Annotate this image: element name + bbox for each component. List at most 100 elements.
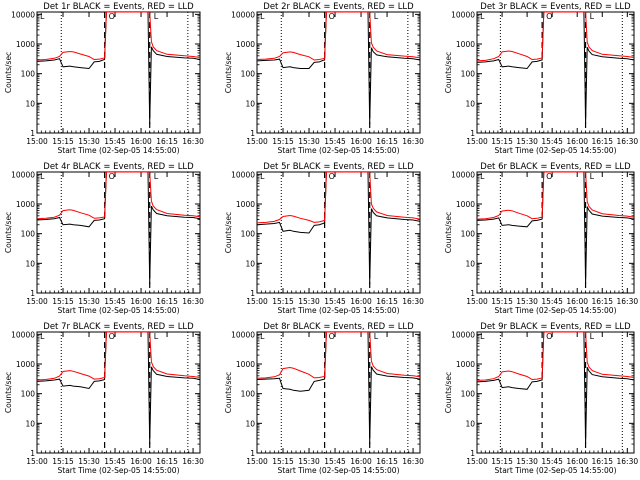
night-marker-label: L xyxy=(154,332,159,341)
y-tick-label: 1 xyxy=(30,449,35,458)
chart-panel-4: Det 4r BLACK = Events, RED = LLD 1 10 100 10… xyxy=(4,162,204,315)
night-marker-label: L xyxy=(590,12,595,21)
x-tick-label: 16:30 xyxy=(402,297,424,306)
x-tick-label: 15:30 xyxy=(78,137,100,146)
x-tick-label: 16:30 xyxy=(402,137,424,146)
series-group xyxy=(257,332,420,445)
y-tick-label: 1000 xyxy=(16,360,35,369)
y-tick-label: 1 xyxy=(250,449,255,458)
x-tick-label: 15:45 xyxy=(324,457,346,466)
chart-title: Det 2r BLACK = Events, RED = LLD xyxy=(263,2,414,12)
x-tick-label: 16:15 xyxy=(156,297,178,306)
x-tick-label: 16:15 xyxy=(591,457,613,466)
x-axis-label: Start Time (02-Sep-05 14:55:00) xyxy=(495,146,617,155)
y-axis-label: Counts/sec xyxy=(444,212,453,253)
x-tick-label: 15:00 xyxy=(466,457,488,466)
corner-marker-label: L xyxy=(480,172,485,181)
y-tick-label: 10000 xyxy=(11,10,35,19)
x-tick-label: 16:30 xyxy=(617,457,639,466)
x-tick-label: 15:15 xyxy=(52,297,74,306)
y-tick-label: 100 xyxy=(21,70,36,79)
x-tick-label: 16:15 xyxy=(591,297,613,306)
chart-panel-9: Det 9r BLACK = Events, RED = LLD 1 10 100 10… xyxy=(444,322,638,475)
y-tick-label: 10 xyxy=(245,259,255,268)
series-line-lld xyxy=(37,12,200,61)
y-tick-label: 10 xyxy=(245,419,255,428)
x-tick-label: 15:45 xyxy=(541,457,563,466)
y-tick-label: 10000 xyxy=(231,330,255,339)
chart-panel-3: Det 3r BLACK = Events, RED = LLD 1 10 100 10… xyxy=(444,2,638,155)
x-tick-label: 15:45 xyxy=(541,137,563,146)
x-axis-label: Start Time (02-Sep-05 14:55:00) xyxy=(58,466,180,475)
y-tick-label: 1 xyxy=(250,289,255,298)
x-tick-label: 16:00 xyxy=(350,457,372,466)
chart-panel-2: Det 2r BLACK = Events, RED = LLD 1 10 100 10… xyxy=(224,2,424,155)
x-tick-label: 16:30 xyxy=(182,137,204,146)
night-marker-label: L xyxy=(590,172,595,181)
x-tick-label: 15:15 xyxy=(272,137,294,146)
y-axis-label: Counts/sec xyxy=(4,52,13,93)
saa-marker-label: O xyxy=(546,332,552,341)
series-line-events xyxy=(477,172,634,285)
y-axis-label: Counts/sec xyxy=(4,212,13,253)
saa-marker-label: O xyxy=(109,332,115,341)
y-tick-label: 10000 xyxy=(451,330,475,339)
series-line-lld xyxy=(257,332,420,379)
y-tick-label: 1 xyxy=(30,289,35,298)
y-tick-label: 10000 xyxy=(231,10,255,19)
chart-panel-1: Det 1r BLACK = Events, RED = LLD 1 10 100 10… xyxy=(4,2,204,155)
x-tick-label: 15:15 xyxy=(491,297,513,306)
x-tick-label: 15:00 xyxy=(246,137,268,146)
y-tick-label: 10000 xyxy=(451,170,475,179)
y-tick-label: 10 xyxy=(465,419,475,428)
x-tick-label: 15:00 xyxy=(466,137,488,146)
series-group xyxy=(477,12,634,125)
x-tick-label: 15:15 xyxy=(52,457,74,466)
series-line-lld xyxy=(37,332,200,381)
chart-title: Det 9r BLACK = Events, RED = LLD xyxy=(480,322,631,332)
series-group xyxy=(477,172,634,285)
y-tick-label: 1000 xyxy=(236,200,255,209)
x-tick-label: 16:30 xyxy=(182,297,204,306)
y-tick-label: 1000 xyxy=(456,360,475,369)
x-tick-label: 15:45 xyxy=(541,297,563,306)
series-group xyxy=(257,172,420,285)
x-tick-label: 16:30 xyxy=(617,297,639,306)
x-tick-label: 16:15 xyxy=(156,457,178,466)
x-tick-label: 16:15 xyxy=(591,137,613,146)
y-tick-label: 100 xyxy=(461,70,476,79)
y-tick-label: 100 xyxy=(461,230,476,239)
y-tick-label: 100 xyxy=(461,390,476,399)
series-group xyxy=(257,12,420,125)
series-line-lld xyxy=(257,12,420,61)
saa-marker-label: O xyxy=(329,172,335,181)
x-tick-label: 16:00 xyxy=(566,137,588,146)
x-tick-label: 15:15 xyxy=(491,137,513,146)
night-marker-label: L xyxy=(154,172,159,181)
chart-panel-5: Det 5r BLACK = Events, RED = LLD 1 10 100 10… xyxy=(224,162,424,315)
x-tick-label: 15:00 xyxy=(246,297,268,306)
series-line-lld xyxy=(477,12,634,62)
saa-marker-label: O xyxy=(109,172,115,181)
saa-marker-label: O xyxy=(109,12,115,21)
series-group xyxy=(37,332,200,445)
chart-title: Det 3r BLACK = Events, RED = LLD xyxy=(480,2,631,12)
y-tick-label: 10 xyxy=(25,259,35,268)
y-tick-label: 1000 xyxy=(456,200,475,209)
x-axis-label: Start Time (02-Sep-05 14:55:00) xyxy=(278,146,400,155)
series-line-lld xyxy=(257,172,420,224)
x-tick-label: 15:00 xyxy=(26,137,48,146)
y-tick-label: 100 xyxy=(21,390,36,399)
night-marker-label: L xyxy=(590,332,595,341)
x-tick-label: 16:00 xyxy=(350,137,372,146)
y-tick-label: 1 xyxy=(250,129,255,138)
y-tick-label: 1000 xyxy=(456,40,475,49)
night-marker-label: L xyxy=(374,172,379,181)
x-tick-label: 16:00 xyxy=(566,457,588,466)
corner-marker-label: L xyxy=(40,332,45,341)
x-tick-label: 16:00 xyxy=(566,297,588,306)
y-tick-label: 1 xyxy=(470,129,475,138)
chart-title: Det 4r BLACK = Events, RED = LLD xyxy=(43,162,194,172)
y-axis-label: Counts/sec xyxy=(444,52,453,93)
x-tick-label: 15:30 xyxy=(516,297,538,306)
